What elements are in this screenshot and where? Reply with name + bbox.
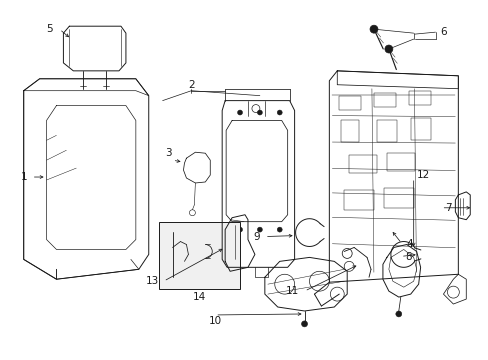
Bar — [348, 155, 376, 173]
Bar — [410, 118, 429, 140]
Circle shape — [237, 110, 242, 115]
Text: 11: 11 — [285, 286, 299, 296]
Text: 3: 3 — [165, 148, 172, 158]
Bar — [373, 93, 395, 107]
Text: 5: 5 — [46, 24, 53, 34]
Text: 4: 4 — [406, 239, 412, 248]
Circle shape — [384, 45, 392, 53]
Text: 13: 13 — [146, 276, 159, 286]
Bar — [344, 190, 373, 210]
Bar — [386, 153, 414, 171]
Circle shape — [395, 311, 401, 317]
Circle shape — [277, 110, 282, 115]
Circle shape — [257, 227, 262, 232]
Bar — [158, 222, 240, 289]
Bar — [376, 121, 396, 142]
Bar — [408, 91, 429, 105]
Text: 1: 1 — [20, 172, 27, 182]
Circle shape — [277, 227, 282, 232]
Text: 10: 10 — [208, 316, 222, 326]
Circle shape — [257, 110, 262, 115]
Bar — [341, 121, 358, 142]
Text: 9: 9 — [253, 231, 260, 242]
Circle shape — [301, 321, 307, 327]
Bar — [383, 188, 413, 208]
Circle shape — [237, 227, 242, 232]
Text: 2: 2 — [188, 80, 194, 90]
Text: 8: 8 — [405, 252, 411, 262]
Text: 14: 14 — [192, 292, 205, 302]
Text: 7: 7 — [444, 203, 451, 213]
Text: 12: 12 — [416, 170, 429, 180]
Bar — [339, 96, 360, 109]
Circle shape — [369, 25, 377, 33]
Text: 6: 6 — [439, 27, 446, 37]
